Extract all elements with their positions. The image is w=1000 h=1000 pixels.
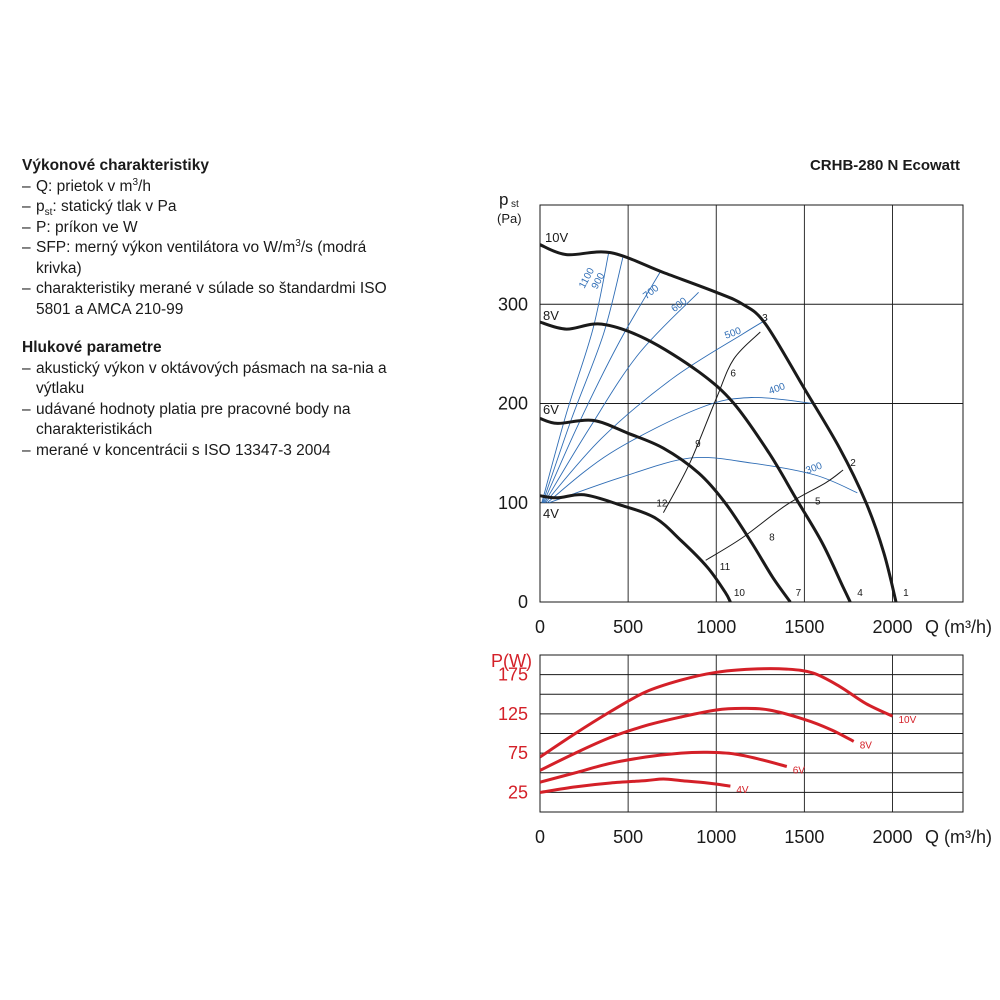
x-tick-label: 500 bbox=[613, 617, 643, 637]
x-tick-label: 500 bbox=[613, 827, 643, 847]
operating-point-label: 7 bbox=[796, 588, 802, 599]
y-tick-label: 100 bbox=[498, 493, 528, 513]
y-tick-label: 300 bbox=[498, 294, 528, 314]
x-tick-label: 2000 bbox=[872, 827, 912, 847]
x-tick-label: 1000 bbox=[696, 827, 736, 847]
operating-point-label: 5 bbox=[815, 497, 821, 508]
sfp-curve bbox=[546, 397, 814, 504]
fan-curve-label: 6V bbox=[543, 402, 559, 417]
power-curve-label: 6V bbox=[793, 765, 806, 776]
sfp-curve bbox=[544, 318, 768, 504]
performance-item-text: 3 bbox=[132, 176, 139, 188]
sfp-curve bbox=[548, 456, 858, 504]
performance-item-text: P: príkon ve W bbox=[36, 218, 138, 236]
fan-curve-label: 4V bbox=[543, 506, 559, 521]
performance-item: pst: statický tlak v Pa bbox=[22, 197, 402, 218]
x-axis-label: Q (m³/h) bbox=[925, 617, 992, 637]
chart-title: CRHB-280 N Ecowatt bbox=[810, 157, 960, 174]
y-tick-label: 175 bbox=[498, 665, 528, 685]
y-axis-label: p bbox=[499, 190, 508, 209]
x-tick-label: 2000 bbox=[872, 617, 912, 637]
noise-item-text: akustický výkon v oktávových pásmach na … bbox=[36, 359, 387, 398]
operating-point-label: 9 bbox=[695, 439, 701, 450]
fan-curve bbox=[540, 416, 792, 602]
sfp-curve bbox=[543, 272, 661, 503]
plot-area bbox=[540, 667, 894, 794]
noise-item: merané v koncentrácii s ISO 13347-3 2004 bbox=[22, 441, 402, 462]
power-curve bbox=[540, 667, 894, 759]
operating-point-label: 12 bbox=[656, 499, 668, 510]
fan-curve bbox=[540, 493, 732, 602]
noise-list: akustický výkon v oktávových pásmach na … bbox=[22, 359, 402, 462]
y-tick-label: 125 bbox=[498, 704, 528, 724]
performance-item-text: /h bbox=[138, 177, 151, 195]
operating-point-label: 4 bbox=[857, 588, 863, 599]
x-tick-label: 0 bbox=[535, 827, 545, 847]
operating-point-label: 10 bbox=[734, 588, 746, 599]
noise-item-text: merané v koncentrácii s ISO 13347-3 2004 bbox=[36, 441, 331, 459]
operating-point-label: 1 bbox=[903, 588, 909, 599]
noise-item-text: udávané hodnoty platia pre pracovné body… bbox=[36, 400, 351, 439]
noise-item: akustický výkon v oktávových pásmach na … bbox=[22, 359, 402, 400]
performance-item-text: 3 bbox=[295, 237, 301, 249]
operating-point-label: 8 bbox=[769, 532, 775, 543]
y-axis-label: P(W) bbox=[491, 651, 532, 671]
power-chart: 0 500 1000 1500 2000 25 75 125 175 Q (m³/h) P(W) 10… bbox=[491, 651, 992, 847]
performance-item-text: st bbox=[44, 207, 53, 219]
performance-item-text: p bbox=[36, 198, 45, 215]
x-tick-label: 0 bbox=[535, 617, 545, 637]
performance-item: P: príkon ve W bbox=[22, 218, 402, 239]
operating-point-label: 2 bbox=[850, 458, 856, 469]
noise-item: udávané hodnoty platia pre pracovné body… bbox=[22, 400, 402, 441]
y-axis-unit: (Pa) bbox=[497, 211, 522, 226]
power-curve-label: 10V bbox=[899, 715, 917, 726]
sfp-curve bbox=[542, 257, 624, 503]
power-curve-label: 8V bbox=[860, 740, 873, 751]
performance-item: charakteristiky merané v súlade so štand… bbox=[22, 279, 402, 320]
performance-list: Q: prietok v m3/hpst: statický tlak v Pa… bbox=[22, 177, 402, 321]
y-tick-label: 25 bbox=[508, 782, 528, 802]
performance-heading: Výkonové charakteristiky bbox=[22, 157, 209, 174]
operating-point-label: 3 bbox=[762, 313, 768, 324]
noise-heading: Hlukové parametre bbox=[22, 339, 162, 356]
fan-curve-label: 8V bbox=[543, 308, 559, 323]
fan-curve bbox=[540, 320, 852, 602]
power-curve bbox=[540, 750, 788, 784]
performance-item-text: /s (modrá krivka) bbox=[36, 239, 367, 277]
performance-item-text: : statický tlak v Pa bbox=[52, 198, 177, 215]
description-panel: Výkonové charakteristiky Q: prietok v m3… bbox=[22, 156, 402, 479]
sfp-curve-label: 400 bbox=[767, 381, 787, 397]
sfp-curve bbox=[541, 252, 610, 503]
y-tick-label: 200 bbox=[498, 394, 528, 414]
power-curve-label: 4V bbox=[736, 785, 749, 796]
system-curve bbox=[705, 469, 844, 561]
system-curve bbox=[662, 331, 761, 513]
y-tick-label: 75 bbox=[508, 743, 528, 763]
operating-point-label: 6 bbox=[730, 369, 736, 380]
performance-item: Q: prietok v m3/h bbox=[22, 177, 402, 198]
performance-item-text: charakteristiky merané v súlade so štand… bbox=[36, 280, 387, 318]
sfp-curve bbox=[544, 291, 699, 504]
sfp-curve-label: 300 bbox=[804, 460, 824, 476]
operating-point-label: 11 bbox=[720, 562, 731, 573]
sfp-curve-label: 500 bbox=[723, 325, 743, 341]
x-tick-label: 1500 bbox=[784, 617, 824, 637]
power-curve bbox=[540, 777, 731, 794]
fan-curve-label: 10V bbox=[545, 230, 568, 245]
fan-curve bbox=[540, 243, 898, 602]
power-curve bbox=[540, 706, 855, 772]
performance-item: SFP: merný výkon ventilátora vo W/m3/s (… bbox=[22, 238, 402, 279]
y-axis-label-subscript: st bbox=[511, 199, 519, 210]
x-tick-label: 1500 bbox=[784, 827, 824, 847]
x-tick-label: 1000 bbox=[696, 617, 736, 637]
performance-item-text: SFP: merný výkon ventilátora vo W/m bbox=[36, 239, 296, 256]
sfp-curve-label: 600 bbox=[669, 296, 689, 315]
plot-area bbox=[540, 243, 898, 602]
performance-item-text: Q: prietok v m bbox=[36, 177, 133, 195]
x-axis-label: Q (m³/h) bbox=[925, 827, 992, 847]
y-tick-label: 0 bbox=[518, 592, 528, 612]
